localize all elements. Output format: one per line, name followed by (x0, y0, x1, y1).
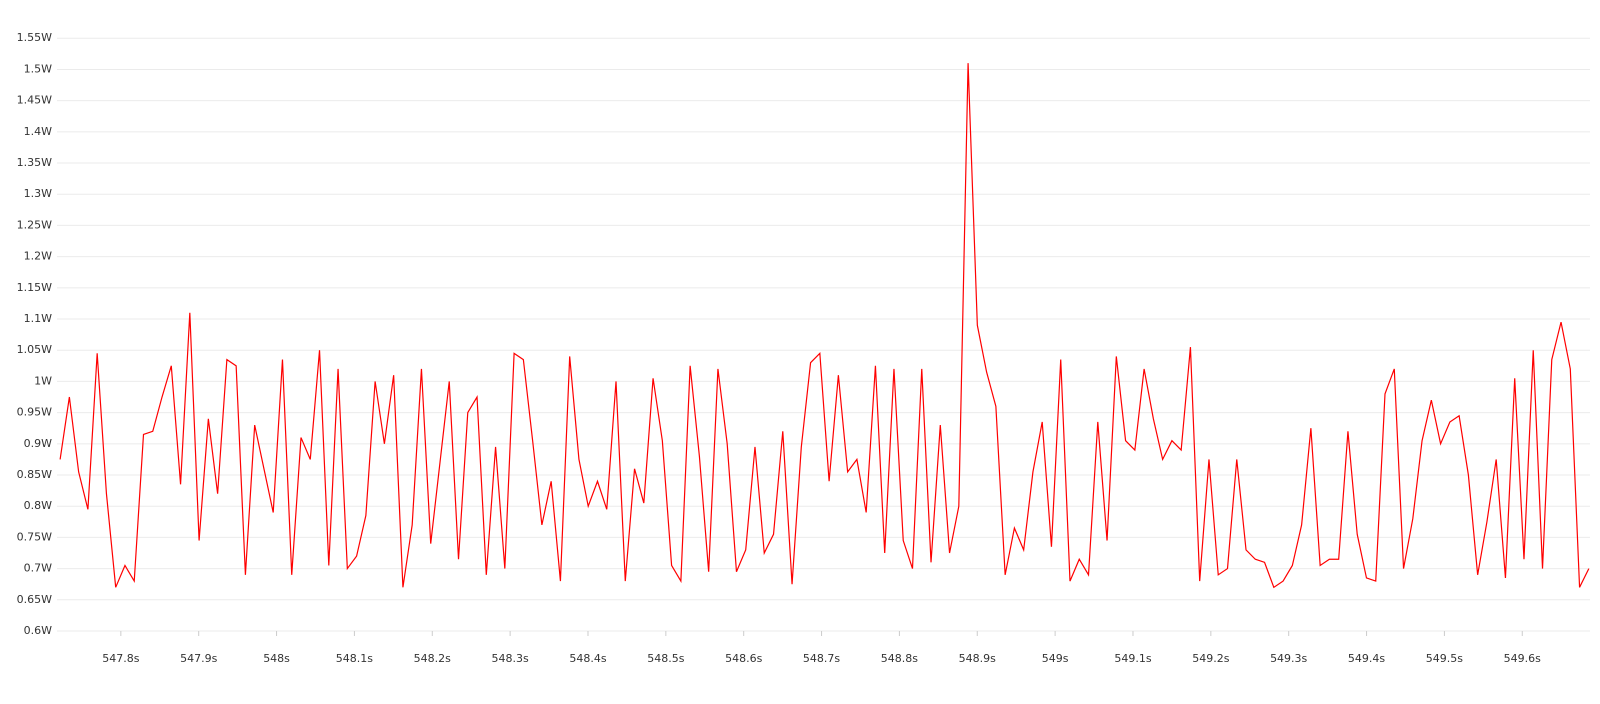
x-tick-label: 549.3s (1270, 652, 1307, 665)
y-tick-label: 0.8W (24, 499, 52, 512)
y-tick-label: 0.85W (17, 468, 52, 481)
y-tick-label: 1.25W (17, 218, 52, 231)
y-tick-label: 1.55W (17, 31, 52, 44)
x-tick-label: 548.3s (492, 652, 529, 665)
y-tick-label: 0.65W (17, 593, 52, 606)
x-tick-label: 547.8s (102, 652, 139, 665)
y-tick-label: 1W (34, 374, 52, 387)
data-line (59, 63, 1590, 589)
x-tick-label: 548.5s (647, 652, 684, 665)
y-tick-label: 0.9W (24, 437, 52, 450)
y-tick-label: 1.45W (17, 94, 52, 107)
x-tick-label: 548.4s (569, 652, 606, 665)
y-tick-label: 1.05W (17, 343, 52, 356)
x-tick-label: 549.5s (1426, 652, 1463, 665)
y-tick-label: 0.75W (17, 530, 52, 543)
x-tick-label: 549.6s (1504, 652, 1541, 665)
y-tick-label: 1.1W (24, 312, 52, 325)
y-tick-label: 1.2W (24, 250, 52, 263)
y-tick-label: 1.5W (24, 62, 52, 75)
x-tick-label: 549.4s (1348, 652, 1385, 665)
x-tick-label: 548.7s (803, 652, 840, 665)
y-tick-label: 1.4W (24, 125, 52, 138)
y-tick-label: 0.7W (24, 562, 52, 575)
x-tick-label: 548.2s (414, 652, 451, 665)
y-tick-label: 1.3W (24, 187, 52, 200)
x-tick-label: 548.8s (881, 652, 918, 665)
x-tick-label: 548s (263, 652, 290, 665)
x-tick-label: 549.2s (1192, 652, 1229, 665)
x-tick-label: 549.1s (1114, 652, 1151, 665)
y-tick-label: 1.35W (17, 156, 52, 169)
x-tick-label: 549s (1042, 652, 1069, 665)
y-tick-label: 0.6W (24, 624, 52, 637)
y-tick-label: 1.15W (17, 281, 52, 294)
x-tick-label: 548.9s (959, 652, 996, 665)
x-tick-label: 547.9s (180, 652, 217, 665)
x-tick-label: 548.1s (336, 652, 373, 665)
y-tick-label: 0.95W (17, 406, 52, 419)
x-tick-label: 548.6s (725, 652, 762, 665)
